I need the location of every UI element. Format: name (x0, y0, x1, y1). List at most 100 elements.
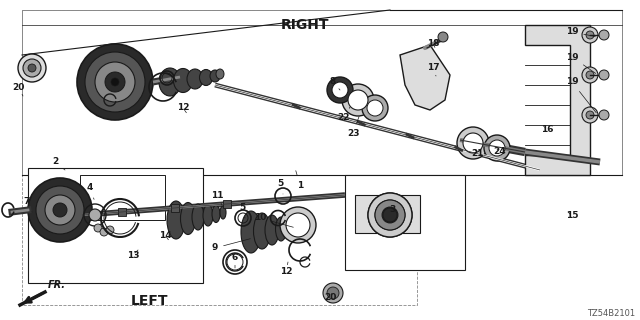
Circle shape (375, 200, 405, 230)
Circle shape (77, 44, 153, 120)
Circle shape (106, 226, 114, 234)
Text: 5: 5 (239, 203, 245, 218)
Circle shape (368, 193, 412, 237)
Text: 4: 4 (87, 183, 94, 199)
Text: 13: 13 (127, 250, 140, 260)
Bar (223, 200, 231, 208)
Text: 9: 9 (212, 239, 250, 252)
Circle shape (375, 200, 405, 230)
Text: LEFT: LEFT (131, 294, 169, 308)
Ellipse shape (192, 204, 204, 230)
Text: 19: 19 (566, 77, 596, 113)
Text: FR.: FR. (48, 280, 66, 290)
Bar (171, 204, 179, 212)
Text: 12: 12 (177, 103, 189, 113)
Polygon shape (400, 45, 450, 110)
Circle shape (348, 90, 368, 110)
Circle shape (89, 209, 101, 221)
Bar (345, 175, 465, 270)
Ellipse shape (212, 205, 220, 222)
Text: 6: 6 (232, 253, 238, 268)
Circle shape (95, 62, 135, 102)
Ellipse shape (200, 69, 212, 85)
Text: 23: 23 (347, 116, 359, 138)
Bar (118, 208, 126, 216)
Circle shape (438, 32, 448, 42)
Circle shape (368, 193, 412, 237)
Circle shape (280, 207, 316, 243)
Text: 19: 19 (566, 52, 596, 73)
Bar (355, 195, 420, 233)
Circle shape (286, 213, 310, 237)
Circle shape (586, 71, 594, 79)
Text: 8: 8 (330, 77, 340, 90)
Ellipse shape (167, 201, 185, 239)
Circle shape (85, 52, 145, 112)
Ellipse shape (216, 69, 224, 79)
Circle shape (463, 133, 483, 153)
Text: 19: 19 (566, 28, 595, 36)
Text: 22: 22 (338, 107, 350, 123)
Text: RIGHT: RIGHT (281, 18, 329, 32)
Text: 1: 1 (296, 171, 303, 189)
Bar (80, 175, 165, 220)
Text: 7: 7 (24, 197, 32, 212)
Text: 12: 12 (280, 262, 292, 276)
Circle shape (111, 78, 119, 86)
Ellipse shape (210, 70, 220, 82)
Circle shape (599, 70, 609, 80)
Circle shape (489, 140, 505, 156)
Ellipse shape (275, 217, 287, 241)
Circle shape (105, 72, 125, 92)
Circle shape (586, 31, 594, 39)
Ellipse shape (203, 205, 213, 226)
Text: 16: 16 (541, 125, 553, 134)
Text: 18: 18 (427, 38, 439, 47)
Circle shape (582, 67, 598, 83)
Circle shape (94, 224, 102, 232)
Text: 15: 15 (566, 212, 579, 220)
Text: 11: 11 (211, 191, 223, 205)
Circle shape (383, 208, 397, 222)
Text: 24: 24 (493, 148, 506, 156)
Text: 21: 21 (472, 148, 484, 157)
Circle shape (382, 207, 398, 223)
Text: 20: 20 (12, 83, 24, 96)
Text: 14: 14 (159, 230, 172, 240)
Circle shape (457, 127, 489, 159)
Circle shape (23, 59, 41, 77)
Ellipse shape (159, 68, 181, 96)
Circle shape (342, 84, 374, 116)
Circle shape (599, 110, 609, 120)
Polygon shape (22, 10, 622, 175)
Circle shape (582, 27, 598, 43)
Circle shape (582, 107, 598, 123)
Circle shape (362, 95, 388, 121)
Text: 3: 3 (390, 205, 396, 214)
Circle shape (36, 186, 84, 234)
Bar (22, 10, 622, 175)
Text: 2: 2 (52, 157, 65, 170)
Ellipse shape (265, 215, 279, 245)
Circle shape (323, 283, 343, 303)
Ellipse shape (284, 219, 292, 237)
Circle shape (367, 100, 383, 116)
Circle shape (332, 82, 348, 98)
Circle shape (586, 111, 594, 119)
Circle shape (18, 54, 46, 82)
Text: 10: 10 (254, 213, 293, 227)
Circle shape (45, 195, 75, 225)
Text: TZ54B2101: TZ54B2101 (587, 309, 635, 318)
Circle shape (100, 228, 108, 236)
Circle shape (327, 77, 353, 103)
Circle shape (28, 178, 92, 242)
Text: 20: 20 (324, 292, 336, 301)
Ellipse shape (253, 213, 271, 249)
Circle shape (28, 64, 36, 72)
Text: 5: 5 (277, 180, 283, 194)
Ellipse shape (241, 211, 261, 253)
Circle shape (327, 287, 339, 299)
Circle shape (484, 135, 510, 161)
Ellipse shape (187, 69, 203, 89)
Circle shape (53, 203, 67, 217)
